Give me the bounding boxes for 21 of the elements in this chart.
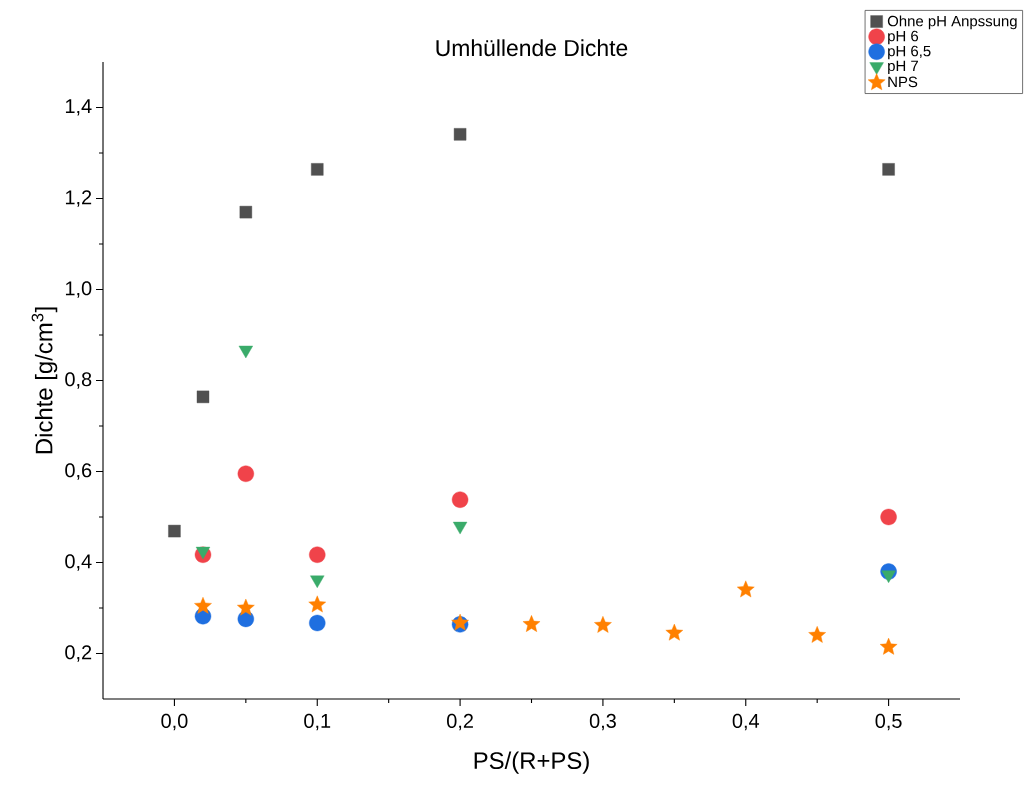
chart-title: Umhüllende Dichte xyxy=(436,39,628,57)
x-tick-label: 0,5 xyxy=(875,713,902,731)
y-tick-label: 1,4 xyxy=(65,99,92,116)
legend-label: Ohne pH Anpssung xyxy=(887,15,1017,30)
legend-label: pH 6 xyxy=(888,30,919,45)
x-tick-label: 0,4 xyxy=(732,713,760,731)
y-tick-label: 0,4 xyxy=(65,554,92,571)
y-tick-label: 0,8 xyxy=(65,372,92,389)
y-tick-label: 1,0 xyxy=(65,281,92,298)
y-tick-label: 1,2 xyxy=(65,190,92,207)
y-tick-label: 0,2 xyxy=(65,645,92,662)
y-tick-label: 0,6 xyxy=(65,463,92,480)
legend-label: pH 6,5 xyxy=(888,45,931,60)
x-tick-label: 0,2 xyxy=(447,713,473,731)
legend-label: NPS xyxy=(888,76,918,88)
legend-label: pH 7 xyxy=(888,60,918,75)
x-tick-label: 0,3 xyxy=(589,713,616,731)
x-tick-label: 0,0 xyxy=(161,713,188,731)
x-axis-title: PS/(R+PS) xyxy=(474,751,589,774)
y-axis-title: Dichte [g/cm$^{3}$] xyxy=(31,307,58,454)
x-tick-label: 0,1 xyxy=(304,713,331,731)
